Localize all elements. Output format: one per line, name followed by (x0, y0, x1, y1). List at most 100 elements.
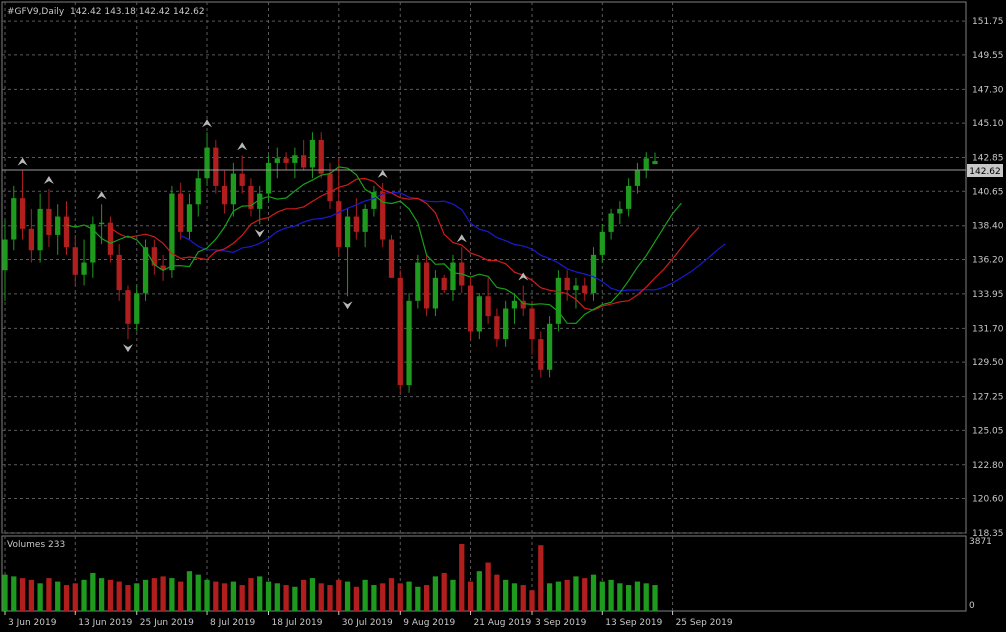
volume-bar (125, 585, 131, 611)
volume-bar (371, 585, 377, 611)
fractal-down-marker (342, 301, 353, 310)
volume-bar (107, 579, 114, 611)
volume-bar (643, 583, 649, 611)
candle-body (353, 216, 359, 232)
volume-bar (590, 574, 597, 611)
candle-body (283, 158, 289, 163)
volume-bar (450, 579, 456, 611)
volume-bar (599, 581, 605, 611)
candle-body (450, 262, 456, 291)
volume-bar (160, 576, 166, 611)
volume-bar (388, 578, 395, 611)
candle-body (397, 277, 403, 386)
time-tick-label: 18 Jul 2019 (272, 618, 323, 628)
volume-bar (90, 572, 96, 611)
price-badge (967, 164, 1003, 177)
price-tick-label: 131.70 (972, 324, 1004, 334)
candle-body (213, 147, 219, 186)
volume-bar (397, 583, 403, 611)
volume-bar (476, 571, 482, 611)
volume-bar (98, 578, 105, 611)
candle-body (28, 228, 34, 251)
price-tick-label: 122.80 (972, 461, 1004, 471)
price-tick-label: 149.55 (972, 51, 1004, 61)
volume-bar (81, 579, 87, 611)
volume-bar (336, 579, 342, 611)
candle-body (230, 173, 237, 205)
candle-body (336, 201, 342, 248)
candle-body (511, 300, 518, 309)
candle-body (186, 204, 193, 232)
volume-min-label: 0 (969, 601, 975, 611)
candle-body (90, 224, 96, 263)
price-tick-label: 145.10 (972, 119, 1004, 129)
candle-body (327, 173, 333, 202)
price-tick-label: 138.40 (972, 222, 1004, 232)
volume-bar (459, 544, 465, 611)
volume-bar (230, 581, 237, 611)
candle-body (274, 158, 280, 163)
volume-bar (37, 583, 43, 611)
volume-bar (116, 581, 122, 611)
candle-body (467, 285, 474, 332)
candle-body (406, 300, 412, 386)
candle-body (125, 290, 131, 324)
volume-bar (573, 576, 579, 611)
candle-body (178, 193, 184, 232)
volume-bar (327, 585, 333, 611)
candle-body (195, 178, 201, 205)
grid (1, 1, 967, 612)
candle-body (37, 208, 43, 251)
volume-bar (582, 578, 588, 611)
volume-bar (169, 578, 175, 611)
candle-body (388, 239, 395, 278)
candle-body (371, 192, 377, 209)
volume-bar (441, 572, 447, 611)
candle-body (573, 285, 579, 291)
time-tick-label: 25 Sep 2019 (676, 618, 733, 628)
time-tick-label: 9 Aug 2019 (403, 618, 455, 628)
price-tick-label: 136.20 (972, 255, 1004, 265)
volume-bar (46, 578, 52, 611)
candle-body (441, 277, 447, 291)
volume-bars (2, 544, 658, 611)
candle-body (142, 247, 149, 294)
volume-bar (248, 578, 254, 611)
fractal-up-marker (43, 175, 54, 184)
volume-bar (283, 585, 289, 611)
candle-body (318, 139, 324, 174)
volume-bar (494, 574, 500, 611)
volume-bar (634, 581, 641, 611)
candle-body (265, 162, 272, 194)
candle-body (116, 254, 122, 291)
time-tick-label: 8 Jul 2019 (210, 618, 255, 628)
candle-body (582, 285, 588, 294)
candle-body (248, 185, 254, 209)
candle-body (134, 293, 140, 324)
time-tick-label: 3 Jun 2019 (8, 618, 57, 628)
volume-bar (186, 571, 193, 611)
volume-bar (265, 581, 272, 611)
volume-bar (309, 578, 316, 611)
price-tick-label: 151.75 (972, 17, 1004, 27)
price-badge-text: 142.62 (969, 167, 1001, 177)
ma-fast-line (66, 166, 682, 325)
volume-bar (617, 583, 623, 611)
fractal-up-marker (456, 234, 467, 243)
price-axis: 151.75 149.55 147.30 145.10 142.85 140.65 138.… (972, 17, 1004, 539)
candle-body (626, 185, 632, 209)
chart-symbol: #GFV9,Daily (7, 7, 65, 17)
candle-body (292, 155, 298, 163)
candle-body (107, 222, 114, 255)
price-tick-label: 125.05 (972, 426, 1004, 436)
price-tick-label: 118.35 (972, 529, 1004, 539)
volume-bar (652, 585, 658, 611)
volume-bar (19, 578, 26, 611)
candle-body (485, 296, 491, 317)
candle-body (634, 170, 641, 186)
time-axis: 3 Jun 2019 13 Jun 2019 25 Jun 2019 8 Jul 20… (4, 611, 733, 628)
time-tick-label: 3 Sep 2019 (535, 618, 587, 628)
volume-bar (151, 578, 157, 611)
candle-body (608, 213, 614, 232)
